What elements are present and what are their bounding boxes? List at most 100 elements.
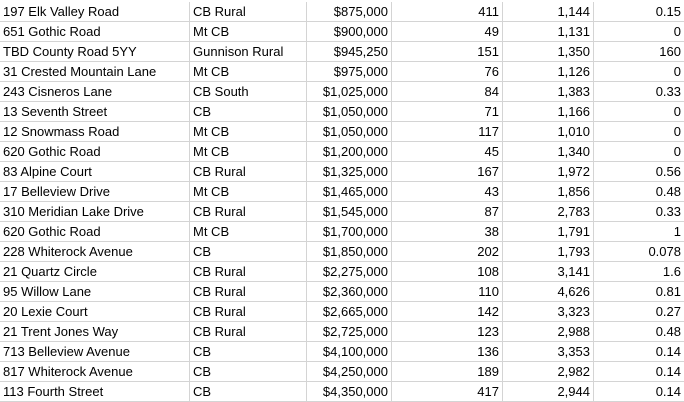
cell[interactable]: 43 xyxy=(392,182,503,201)
cell[interactable]: 243 Cisneros Lane xyxy=(0,82,190,101)
cell[interactable]: 0.27 xyxy=(655,304,681,319)
cell[interactable]: 87 xyxy=(392,202,503,221)
cell[interactable]: 1,340 xyxy=(503,142,594,161)
cell[interactable]: 17 Belleview Drive xyxy=(0,182,190,201)
cell[interactable]: CB Rural xyxy=(190,202,307,221)
cell[interactable]: 3,323 xyxy=(503,302,594,321)
cell[interactable]: 38 xyxy=(392,222,503,241)
cell[interactable]: 2,982 xyxy=(503,362,594,381)
cell[interactable]: 45 xyxy=(392,142,503,161)
cell[interactable]: 1,144 xyxy=(503,2,594,21)
cell[interactable]: 651 Gothic Road xyxy=(0,22,190,41)
cell[interactable]: CB Rural xyxy=(190,162,307,181)
cell[interactable]: 13 Seventh Street xyxy=(0,102,190,121)
cell[interactable]: 151 xyxy=(392,42,503,61)
cell[interactable]: 0.56 xyxy=(655,164,681,179)
cell[interactable]: 83 Alpine Court xyxy=(0,162,190,181)
cell[interactable]: 0.48 xyxy=(655,184,681,199)
cell[interactable]: 0 xyxy=(673,124,681,139)
cell[interactable]: 2,988 xyxy=(503,322,594,341)
cell[interactable]: 31 Crested Mountain Lane xyxy=(0,62,190,81)
cell[interactable]: 2,783 xyxy=(503,202,594,221)
cell[interactable]: Mt CB xyxy=(190,22,307,41)
cell[interactable]: Gunnison Rural xyxy=(190,42,307,61)
cell[interactable]: 228 Whiterock Avenue xyxy=(0,242,190,261)
cell[interactable]: CB Rural xyxy=(190,302,307,321)
cell[interactable]: 1.6 xyxy=(662,264,681,279)
cell[interactable]: CB xyxy=(190,382,307,401)
cell[interactable]: Mt CB xyxy=(190,142,307,161)
cell[interactable]: 1,126 xyxy=(503,62,594,81)
cell[interactable]: $2,725,000 xyxy=(307,322,392,341)
cell[interactable]: 49 xyxy=(392,22,503,41)
cell[interactable]: 71 xyxy=(392,102,503,121)
cell[interactable]: CB xyxy=(190,342,307,361)
cell[interactable]: 0 xyxy=(673,144,681,159)
cell[interactable]: $2,275,000 xyxy=(307,262,392,281)
cell[interactable]: 189 xyxy=(392,362,503,381)
cell[interactable]: $4,100,000 xyxy=(307,342,392,361)
cell[interactable]: 0.14 xyxy=(655,384,681,399)
cell[interactable]: $1,025,000 xyxy=(307,82,392,101)
cell[interactable]: 713 Belleview Avenue xyxy=(0,342,190,361)
cell[interactable]: Mt CB xyxy=(190,62,307,81)
cell[interactable]: 4,626 xyxy=(503,282,594,301)
cell[interactable]: $1,325,000 xyxy=(307,162,392,181)
cell[interactable]: Mt CB xyxy=(190,182,307,201)
cell[interactable]: 620 Gothic Road xyxy=(0,222,190,241)
cell[interactable]: 1,383 xyxy=(503,82,594,101)
cell[interactable]: 0 xyxy=(673,64,681,79)
cell[interactable]: 160 xyxy=(659,44,681,59)
cell[interactable]: 0.14 xyxy=(655,364,681,379)
cell[interactable]: 110 xyxy=(392,282,503,301)
cell[interactable]: Mt CB xyxy=(190,122,307,141)
cell[interactable]: CB xyxy=(190,362,307,381)
cell[interactable]: 0.078 xyxy=(648,244,681,259)
cell[interactable]: CB xyxy=(190,102,307,121)
cell[interactable]: 1,972 xyxy=(503,162,594,181)
cell[interactable]: 21 Quartz Circle xyxy=(0,262,190,281)
cell[interactable]: 108 xyxy=(392,262,503,281)
cell[interactable]: 113 Fourth Street xyxy=(0,382,190,401)
cell[interactable]: 0 xyxy=(673,24,681,39)
cell[interactable]: CB xyxy=(190,242,307,261)
cell[interactable]: 417 xyxy=(392,382,503,401)
cell[interactable]: 3,141 xyxy=(503,262,594,281)
cell[interactable]: $875,000 xyxy=(307,2,392,21)
cell[interactable]: 84 xyxy=(392,82,503,101)
cell[interactable]: CB Rural xyxy=(190,322,307,341)
cell[interactable]: $1,700,000 xyxy=(307,222,392,241)
cell[interactable]: $1,050,000 xyxy=(307,102,392,121)
cell[interactable]: 1 xyxy=(673,224,681,239)
cell[interactable]: 0.33 xyxy=(655,84,681,99)
cell[interactable]: 197 Elk Valley Road xyxy=(0,2,190,21)
cell[interactable]: CB South xyxy=(190,82,307,101)
cell[interactable]: 0.81 xyxy=(655,284,681,299)
cell[interactable]: $1,050,000 xyxy=(307,122,392,141)
cell[interactable]: 0.33 xyxy=(655,204,681,219)
cell[interactable]: 310 Meridian Lake Drive xyxy=(0,202,190,221)
cell[interactable]: CB Rural xyxy=(190,262,307,281)
cell[interactable]: 76 xyxy=(392,62,503,81)
cell[interactable]: 167 xyxy=(392,162,503,181)
cell[interactable]: $1,465,000 xyxy=(307,182,392,201)
cell[interactable]: 1,793 xyxy=(503,242,594,261)
cell[interactable]: 123 xyxy=(392,322,503,341)
cell[interactable]: 0.14 xyxy=(655,344,681,359)
cell[interactable]: CB Rural xyxy=(190,282,307,301)
cell[interactable]: 1,010 xyxy=(503,122,594,141)
cell[interactable]: $975,000 xyxy=(307,62,392,81)
cell[interactable]: 1,350 xyxy=(503,42,594,61)
cell[interactable]: 1,166 xyxy=(503,102,594,121)
cell[interactable]: Mt CB xyxy=(190,222,307,241)
cell[interactable]: $4,250,000 xyxy=(307,362,392,381)
cell[interactable]: 2,944 xyxy=(503,382,594,401)
cell[interactable]: $1,200,000 xyxy=(307,142,392,161)
cell[interactable]: 0.48 xyxy=(655,324,681,339)
cell[interactable]: 136 xyxy=(392,342,503,361)
cell[interactable]: 95 Willow Lane xyxy=(0,282,190,301)
cell[interactable]: $1,545,000 xyxy=(307,202,392,221)
cell[interactable]: $2,665,000 xyxy=(307,302,392,321)
cell[interactable]: 817 Whiterock Avenue xyxy=(0,362,190,381)
cell[interactable]: 3,353 xyxy=(503,342,594,361)
